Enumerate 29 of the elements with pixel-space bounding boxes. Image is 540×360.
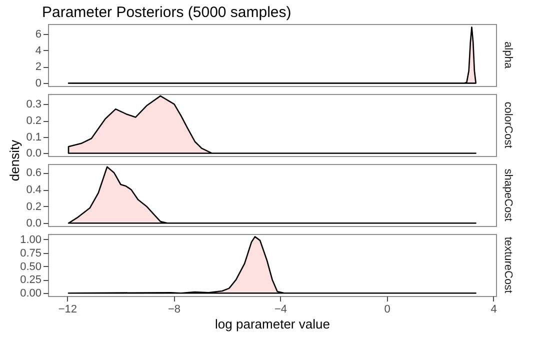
y-tick-label: 2: [35, 61, 42, 74]
text: colorCost: [502, 102, 514, 148]
text: alpha: [502, 42, 514, 70]
y-tick-label: 0.1: [26, 131, 42, 144]
x-axis-title: log parameter value: [215, 316, 330, 332]
y-tick-label: 0.3: [26, 98, 42, 111]
text: textureCost: [502, 236, 514, 294]
y-tick-label: 0: [35, 78, 42, 90]
x-tick-label: −12: [58, 304, 78, 316]
y-tick-label: 0.2: [26, 200, 42, 213]
x-tick-label: −4: [274, 304, 288, 316]
y-tick-label: 0.50: [20, 260, 42, 273]
x-tick-label: 4: [490, 304, 497, 316]
y-tick-label: 0.25: [20, 274, 42, 286]
y-tick-label: 0.0: [26, 218, 42, 230]
y-tick-label: 6: [35, 28, 42, 40]
y-tick-label: 0.6: [26, 167, 42, 180]
chart-title: Parameter Posteriors (5000 samples): [42, 4, 292, 21]
y-tick-label: 1.00: [20, 234, 42, 246]
y-tick-label: 4: [35, 44, 42, 57]
y-tick-label: 0.00: [20, 288, 42, 300]
y-tick-label: 0.0: [26, 148, 42, 160]
x-tick-label: 0: [384, 304, 390, 316]
text: shapeCost: [502, 168, 514, 222]
x-tick-label: −8: [168, 304, 180, 316]
y-tick-label: 0.75: [20, 247, 42, 260]
y-tick-label: 0.4: [26, 184, 42, 196]
y-axis-title: density: [7, 139, 22, 182]
y-tick-label: 0.2: [26, 115, 42, 127]
